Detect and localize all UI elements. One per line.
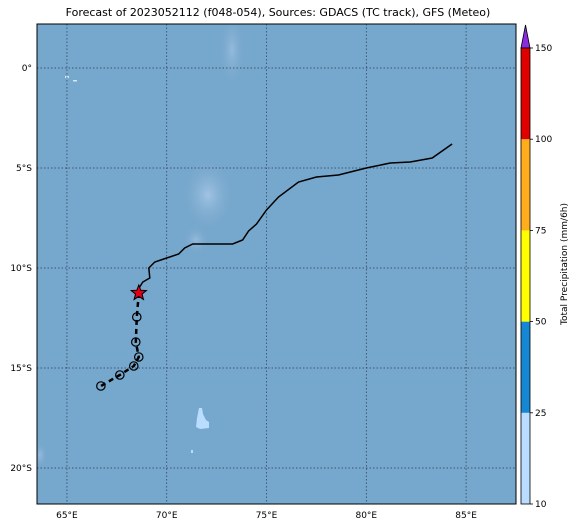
forecast-points	[96, 312, 144, 391]
forecast-point-circle-icon	[115, 370, 125, 380]
colorbar-frame	[520, 47, 531, 505]
map-frame	[36, 23, 517, 505]
latitude-ticks: 0° 5°S 10°S 15°S 20°S	[10, 64, 32, 474]
colorbar-tick-label: 25	[535, 409, 546, 419]
lon-tick-label: 80°E	[355, 511, 377, 521]
lon-tick-label: 85°E	[455, 511, 477, 521]
forecast-track-line	[100, 292, 141, 388]
colorbar-tick-label: 50	[535, 318, 547, 328]
lat-tick-label: 0°	[22, 64, 32, 74]
lon-tick-label: 70°E	[156, 511, 178, 521]
forecast-point-circle-icon	[131, 312, 142, 322]
colorbar-tick-label: 10	[535, 500, 547, 510]
colorbar-segment	[521, 321, 530, 413]
colorbar-segment	[521, 48, 530, 140]
colorbar-tick-label: 75	[535, 226, 546, 236]
colorbar-segment	[521, 412, 530, 504]
lon-tick-label: 65°E	[56, 511, 78, 521]
lat-tick-label: 5°S	[16, 164, 32, 174]
colorbar: 10 25 50 75 100 150	[520, 24, 552, 510]
lat-tick-label: 10°S	[10, 264, 32, 274]
colorbar-tick-label: 100	[535, 135, 552, 145]
forecast-point-circle-icon	[130, 337, 141, 347]
precipitation-patch	[191, 408, 209, 453]
gridlines	[37, 24, 516, 504]
forecast-point-circle-icon	[128, 361, 139, 371]
cloud-shading	[37, 24, 246, 469]
map-title: Forecast of 2023052112 (f048-054), Sourc…	[65, 6, 491, 19]
colorbar-tick-label: 150	[535, 44, 552, 54]
lat-tick-label: 20°S	[10, 464, 32, 474]
current-position-star-icon	[129, 283, 148, 301]
colorbar-segment	[521, 139, 530, 231]
longitude-ticks: 65°E 70°E 75°E 80°E 85°E	[56, 511, 477, 521]
lat-tick-label: 15°S	[10, 364, 32, 374]
colorbar-segment	[521, 230, 530, 322]
ocean-background	[37, 24, 516, 504]
forecast-point-circle-icon	[133, 352, 144, 362]
lon-tick-label: 75°E	[256, 511, 278, 521]
colorbar-label: Total Precipitation (mm/6h)	[560, 203, 570, 326]
colorbar-extend-triangle	[520, 24, 531, 49]
past-track-line	[137, 143, 453, 293]
forecast-point-circle-icon	[96, 381, 106, 391]
